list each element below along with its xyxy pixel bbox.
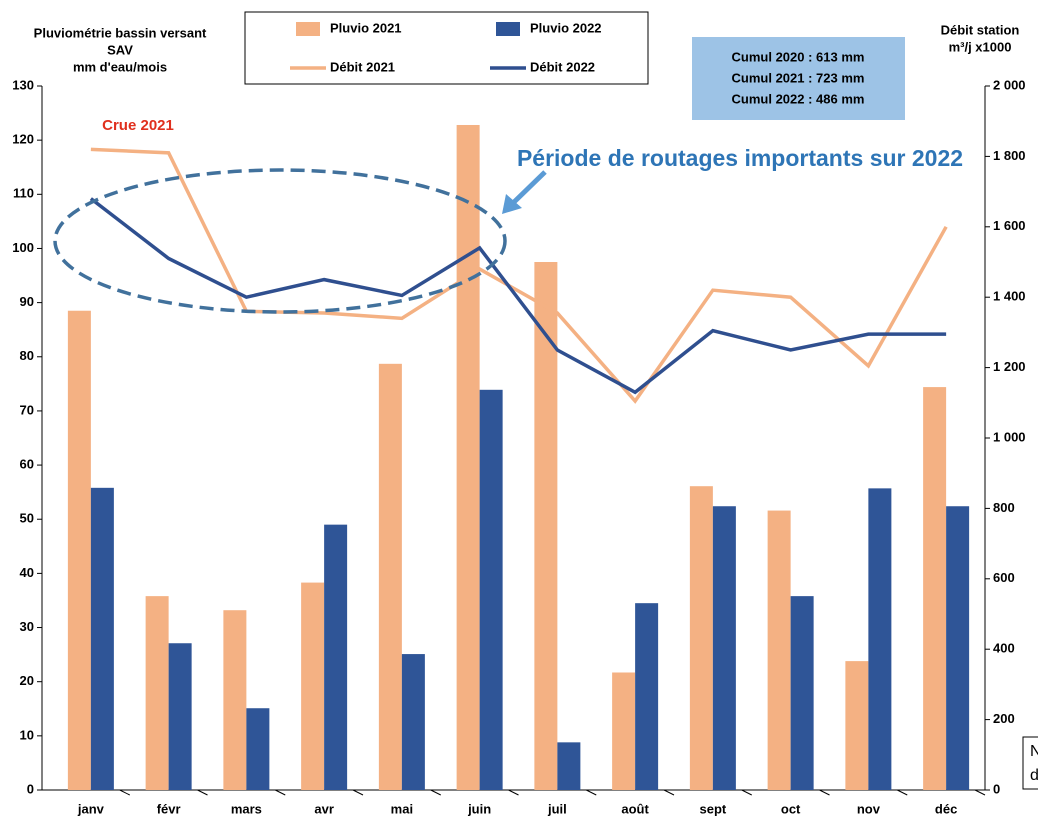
bar (324, 524, 348, 790)
x-tick-label: juil (547, 801, 567, 816)
clipped-text: N (1030, 743, 1038, 760)
x-tick (663, 789, 675, 796)
x-tick-label: janv (77, 801, 105, 816)
y-tick-label: 0 (27, 781, 34, 796)
y2-tick-label: 1 600 (993, 218, 1026, 233)
clipped-text: d (1030, 767, 1038, 784)
y2-title: m³/j x1000 (949, 39, 1012, 54)
x-tick (275, 789, 286, 796)
annotation: Période de routages importants sur 2022 (517, 145, 963, 171)
y2-tick-label: 1 400 (993, 289, 1026, 304)
bar (790, 596, 814, 790)
x-tick (197, 789, 208, 796)
x-tick (897, 789, 908, 796)
x-tick-label: avr (314, 801, 334, 816)
arrow-head (502, 194, 522, 214)
y2-tick-label: 2 000 (993, 77, 1026, 92)
bar (767, 510, 791, 790)
bar (168, 643, 192, 790)
y2-tick-label: 200 (993, 711, 1015, 726)
bar (868, 488, 892, 790)
y-title: Pluviométrie bassin versant (34, 25, 207, 40)
cumul-box (692, 37, 905, 120)
line (90, 147, 948, 404)
x-tick (586, 789, 597, 796)
bar (845, 661, 869, 790)
bar (557, 742, 581, 790)
y-tick-label: 50 (20, 511, 34, 526)
y-tick-label: 120 (12, 132, 34, 147)
annotation: Crue 2021 (102, 117, 174, 134)
x-tick (974, 789, 986, 796)
clipped-box (1022, 736, 1038, 790)
y2-tick-label: 1 200 (993, 359, 1026, 374)
y-tick-label: 110 (13, 186, 34, 201)
y-tick-label: 40 (20, 565, 34, 580)
highlight-ellipse (53, 168, 507, 314)
bar (223, 610, 247, 790)
bar (635, 603, 659, 790)
y-title: SAV (107, 42, 133, 57)
bar (246, 708, 270, 790)
legend-label: Pluvio 2022 (530, 20, 602, 35)
bar (534, 262, 558, 790)
bar (401, 654, 425, 790)
x-tick-label: mars (231, 801, 262, 816)
x-tick (352, 789, 364, 796)
bar (67, 310, 91, 790)
bar (90, 487, 114, 790)
y-tick-label: 10 (20, 727, 34, 742)
x-tick (430, 789, 441, 796)
bar (923, 387, 947, 790)
legend-label: Débit 2021 (330, 59, 395, 74)
x-tick-label: oct (781, 801, 801, 816)
y-tick-label: 130 (12, 77, 34, 92)
y-tick-label: 20 (20, 673, 34, 688)
y-tick-label: 80 (20, 348, 34, 363)
x-tick-label: déc (935, 801, 957, 816)
x-tick-label: sept (700, 801, 727, 816)
line (89, 197, 947, 395)
x-tick (508, 789, 519, 796)
x-tick (119, 789, 130, 796)
bar (712, 506, 736, 790)
y2-tick-label: 600 (993, 570, 1015, 585)
bar (456, 124, 480, 790)
y-title: mm d'eau/mois (73, 59, 167, 74)
cumul-text: Cumul 2022 : 486 mm (732, 91, 865, 106)
x-tick-label: août (621, 801, 649, 816)
bar (145, 596, 169, 790)
bar (479, 389, 503, 790)
legend-label: Débit 2022 (530, 59, 595, 74)
bar (946, 506, 970, 790)
x-tick (819, 789, 830, 796)
y-tick-label: 100 (12, 240, 34, 255)
x-tick-label: juin (467, 801, 491, 816)
y2-tick-label: 800 (993, 500, 1015, 515)
y-tick-label: 90 (20, 294, 34, 309)
y-tick-label: 70 (20, 402, 34, 417)
cumul-text: Cumul 2020 : 613 mm (732, 49, 865, 64)
x-tick-label: nov (857, 801, 881, 816)
y2-title: Débit station (941, 22, 1020, 37)
y2-tick-label: 1 800 (993, 148, 1026, 163)
legend-label: Pluvio 2021 (330, 20, 402, 35)
y2-tick-label: 0 (993, 781, 1000, 796)
y-tick-label: 30 (20, 619, 34, 634)
y-tick-label: 60 (20, 457, 34, 472)
bar (612, 672, 636, 790)
x-tick-label: févr (157, 801, 181, 816)
bar (689, 486, 713, 790)
legend-swatch (296, 22, 320, 36)
legend-swatch (496, 22, 520, 36)
y2-tick-label: 1 000 (993, 429, 1026, 444)
cumul-text: Cumul 2021 : 723 mm (732, 70, 865, 85)
x-tick (741, 789, 752, 796)
arrow (510, 170, 547, 206)
bar (301, 582, 325, 790)
bar (378, 363, 402, 790)
y2-tick-label: 400 (993, 641, 1015, 656)
x-tick-label: mai (391, 801, 413, 816)
